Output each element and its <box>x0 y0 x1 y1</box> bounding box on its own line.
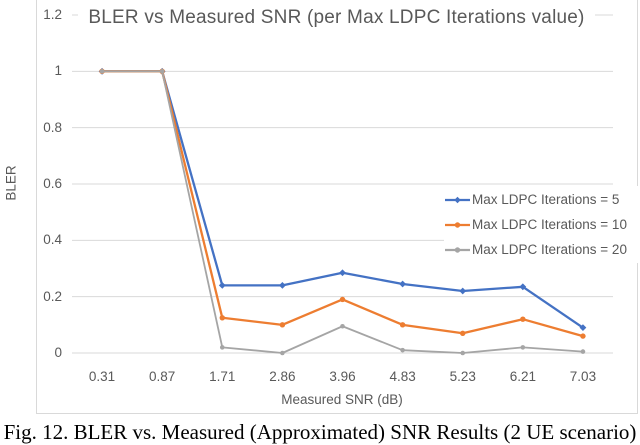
x-tick-label: 3.96 <box>329 369 356 384</box>
data-point-marker <box>219 345 225 350</box>
data-point-marker <box>399 280 407 288</box>
data-point-marker <box>519 283 527 291</box>
data-point-marker <box>339 296 346 303</box>
y-tick-label: 0 <box>54 345 62 360</box>
legend-item: Max LDPC Iterations = 10 <box>444 212 638 237</box>
legend-item: Max LDPC Iterations = 5 <box>444 187 638 212</box>
line-chart <box>72 14 613 356</box>
legend-label: Max LDPC Iterations = 20 <box>472 242 627 257</box>
legend-item: Max LDPC Iterations = 20 <box>444 237 638 262</box>
x-tick-label: 6.21 <box>509 369 536 384</box>
legend-line-marker-icon <box>445 221 470 228</box>
x-tick-label: 2.86 <box>269 369 296 384</box>
x-tick-label: 0.31 <box>88 369 116 384</box>
data-point-marker <box>280 350 285 356</box>
y-tick-label: 0.8 <box>43 119 62 135</box>
data-point-marker <box>580 333 586 339</box>
data-point-marker <box>340 323 345 329</box>
data-point-marker <box>399 322 406 328</box>
y-axis-title: BLER <box>3 165 19 201</box>
data-point-marker <box>460 350 466 356</box>
x-axis-title: Measured SNR (dB) <box>281 392 403 407</box>
x-tick-label: 0.87 <box>149 369 176 384</box>
y-tick-label: 1 <box>54 63 62 79</box>
x-tick-label: 1.71 <box>209 369 236 384</box>
data-point-marker <box>400 347 405 353</box>
data-point-marker <box>279 322 286 328</box>
data-point-marker <box>159 69 165 74</box>
y-tick-label: 1.2 <box>43 7 62 22</box>
data-point-marker <box>520 345 526 350</box>
legend-label: Max LDPC Iterations = 5 <box>472 192 620 207</box>
data-point-marker <box>218 282 226 289</box>
legend-line-marker-icon <box>445 246 470 253</box>
data-point-marker <box>339 269 346 277</box>
data-point-marker <box>520 316 526 322</box>
x-tick-label: 7.03 <box>569 369 597 384</box>
figure-caption: Fig. 12. BLER vs. Measured (Approximated… <box>3 420 637 444</box>
data-point-marker <box>99 69 105 74</box>
x-tick-label: 5.23 <box>449 369 476 384</box>
data-point-marker <box>580 349 586 354</box>
data-point-marker <box>219 315 225 321</box>
legend-label: Max LDPC Iterations = 10 <box>472 217 627 232</box>
chart-legend: Max LDPC Iterations = 5 Max LDPC Iterati… <box>444 186 638 263</box>
y-tick-label: 0.6 <box>43 176 62 191</box>
y-tick-label: 0.4 <box>43 232 62 248</box>
data-point-marker <box>460 330 466 336</box>
data-point-marker <box>579 324 587 332</box>
y-tick-label: 0.2 <box>43 288 62 304</box>
x-tick-label: 4.83 <box>389 369 416 384</box>
legend-line-marker-icon <box>445 196 470 203</box>
data-point-marker <box>459 287 467 295</box>
data-point-marker <box>278 282 286 289</box>
